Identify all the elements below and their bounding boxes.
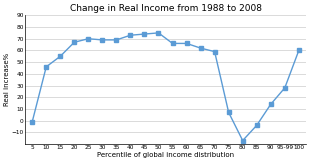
Y-axis label: Real increase%: Real increase% bbox=[4, 53, 10, 106]
Title: Change in Real Income from 1988 to 2008: Change in Real Income from 1988 to 2008 bbox=[69, 4, 262, 13]
X-axis label: Percentile of global income distribution: Percentile of global income distribution bbox=[97, 152, 234, 158]
